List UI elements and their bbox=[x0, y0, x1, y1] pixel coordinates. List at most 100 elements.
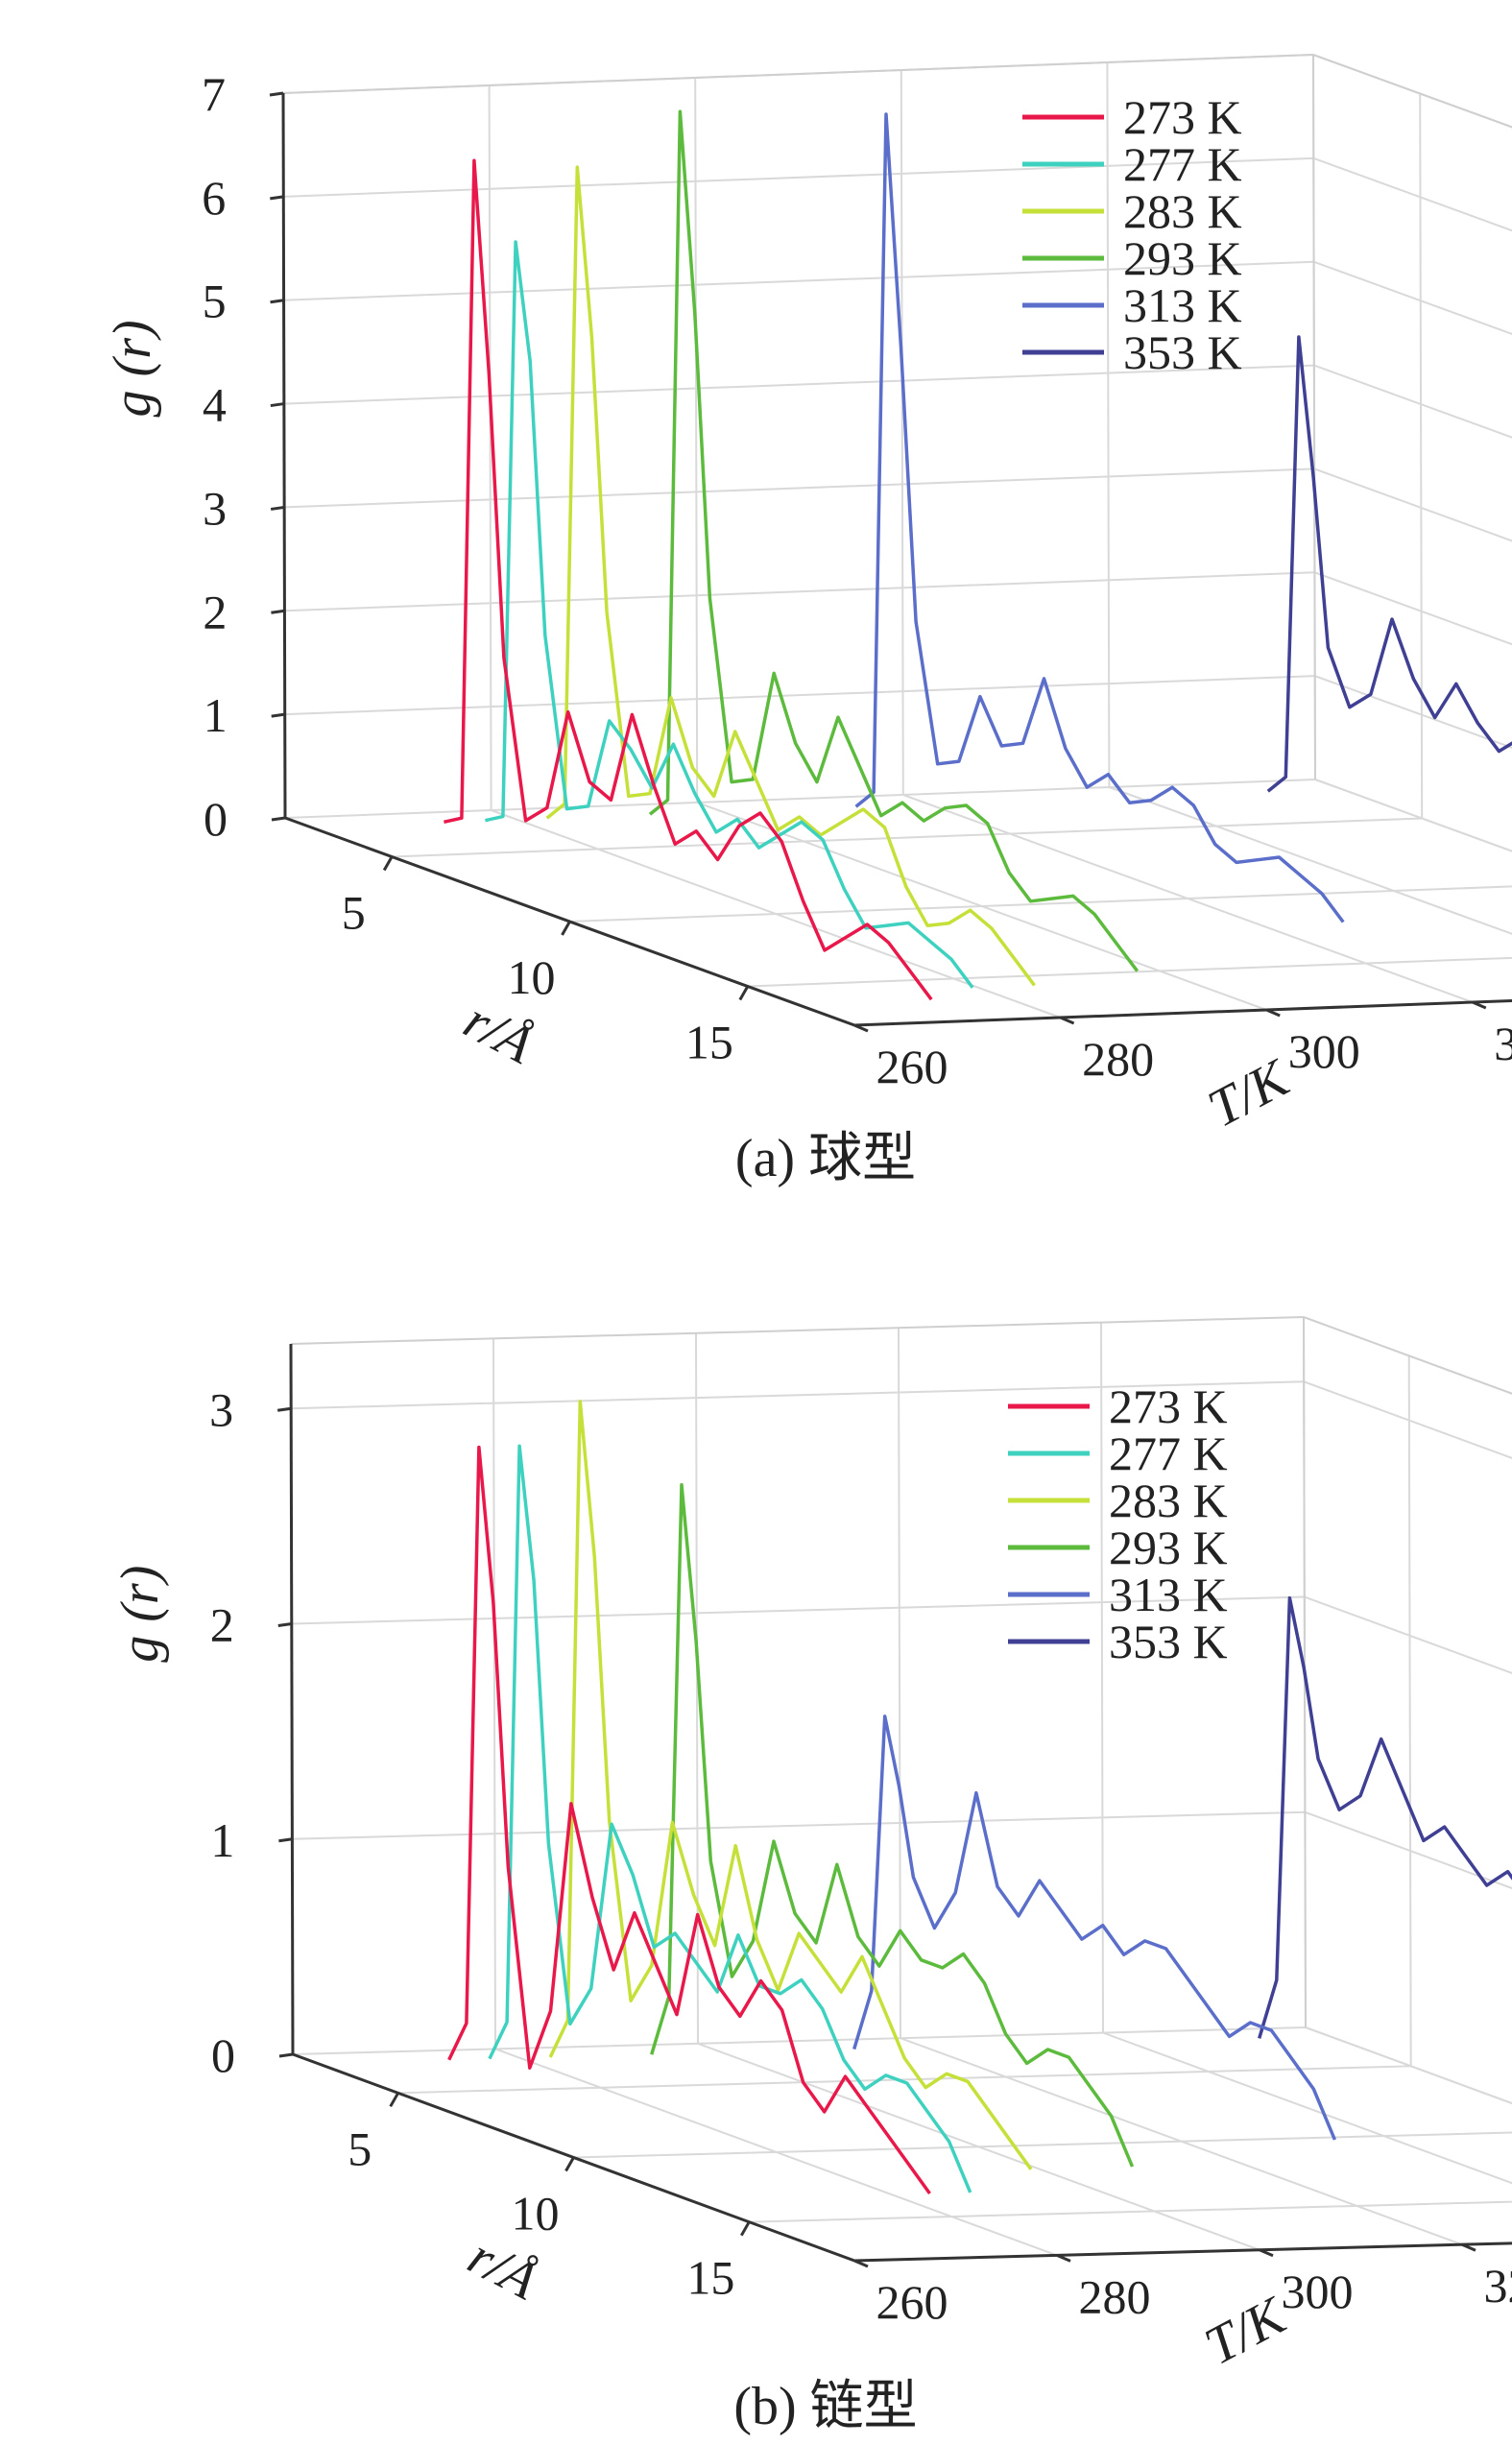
z-tick-label-b-0: 0 bbox=[211, 2028, 235, 2082]
chart-panel-a: (a) 球型 0123456751015260280300320340360g … bbox=[103, 53, 1512, 1188]
box-edge bbox=[1303, 1316, 1512, 1395]
t-tick-mark bbox=[1265, 1008, 1281, 1018]
z-tick-label-a-6: 6 bbox=[202, 171, 226, 225]
z-tick-mark bbox=[278, 2052, 294, 2058]
box-edge bbox=[282, 54, 1314, 94]
r-tick-mark bbox=[382, 855, 394, 872]
series-line-b-273K bbox=[447, 1445, 931, 2195]
t-tick-mark bbox=[853, 2259, 869, 2268]
z-tick-label-a-3: 3 bbox=[203, 481, 227, 535]
z-tick-label-b-2: 2 bbox=[210, 1598, 234, 1652]
z-tick-label-b-3: 3 bbox=[209, 1382, 233, 1436]
series-line-b-293K bbox=[650, 1483, 1135, 2168]
z-tick-label-a-2: 2 bbox=[203, 585, 227, 638]
grid-line-t bbox=[898, 1328, 1463, 2246]
z-tick-label-a-7: 7 bbox=[202, 67, 226, 121]
z-tick-mark bbox=[269, 91, 284, 97]
t-axis bbox=[853, 2241, 1512, 2263]
z-tick-mark bbox=[270, 195, 284, 201]
t-tick-mark bbox=[1056, 2254, 1071, 2263]
grid-line-t bbox=[695, 1332, 1260, 2251]
t-tick-mark bbox=[1060, 1016, 1075, 1025]
series-line-a-277K bbox=[485, 240, 974, 989]
caption-b: (b) 链型 bbox=[733, 2377, 917, 2436]
box-edge bbox=[290, 1316, 1305, 1345]
legend-label-a-273K: 273 K bbox=[1123, 90, 1242, 144]
z-tick-label-b-1: 1 bbox=[210, 1813, 234, 1867]
series-line-b-283K bbox=[548, 1400, 1033, 2170]
legend-label-b-313K: 313 K bbox=[1109, 1568, 1228, 1621]
g-axis bbox=[289, 1343, 295, 2055]
legend-label-b-353K: 353 K bbox=[1109, 1615, 1228, 1668]
t-tick-label-a-280: 280 bbox=[1082, 1032, 1154, 1086]
grid-line-r bbox=[397, 1355, 1412, 2095]
t-tick-mark bbox=[853, 1023, 869, 1033]
grid-line-z bbox=[284, 675, 1512, 749]
grid-line-r bbox=[569, 885, 1512, 923]
r-tick-mark bbox=[389, 2092, 399, 2108]
grid-line-r bbox=[749, 2200, 1512, 2223]
r-tick-label-a-10: 10 bbox=[508, 950, 556, 1004]
legend-label-b-283K: 283 K bbox=[1109, 1474, 1228, 1527]
t-tick-mark bbox=[1472, 1000, 1487, 1010]
t-tick-label-a-300: 300 bbox=[1288, 1024, 1360, 1078]
legend-label-a-313K: 313 K bbox=[1123, 278, 1242, 332]
legend-label-a-293K: 293 K bbox=[1123, 231, 1242, 285]
z-tick-mark bbox=[276, 1406, 292, 1412]
z-axis-label: g (r) bbox=[110, 1566, 170, 1663]
t-tick-label-b-320: 320 bbox=[1484, 2259, 1512, 2313]
t-tick-mark bbox=[1259, 2248, 1274, 2258]
t-axis bbox=[853, 998, 1512, 1027]
grid-line-r bbox=[747, 956, 1512, 988]
grid-line-t bbox=[488, 84, 1061, 1019]
box-edge bbox=[1312, 54, 1316, 780]
r-tick-label-a-15: 15 bbox=[685, 1016, 733, 1069]
legend-label-b-293K: 293 K bbox=[1109, 1521, 1228, 1574]
z-tick-mark bbox=[270, 402, 285, 408]
grid-line-z bbox=[284, 571, 1512, 646]
z-tick-mark bbox=[277, 1622, 293, 1628]
z-tick-label-a-4: 4 bbox=[203, 378, 227, 432]
z-axis-label: g (r) bbox=[103, 320, 162, 417]
z-tick-mark bbox=[271, 609, 285, 614]
t-tick-label-b-300: 300 bbox=[1282, 2265, 1354, 2318]
series-line-a-273K bbox=[444, 158, 933, 1001]
z-tick-label-a-1: 1 bbox=[204, 688, 228, 742]
t-tick-label-b-280: 280 bbox=[1079, 2269, 1151, 2323]
grid-line-r bbox=[573, 2131, 1512, 2159]
series-line-b-277K bbox=[488, 1444, 972, 2193]
t-tick-mark bbox=[1461, 2242, 1476, 2252]
grid-line-r bbox=[392, 93, 1424, 858]
grid-line-t bbox=[1303, 1316, 1512, 2105]
g-axis bbox=[281, 92, 287, 819]
grid-line-t bbox=[1106, 61, 1512, 935]
legend-label-b-277K: 277 K bbox=[1109, 1426, 1228, 1480]
r-tick-label-a-5: 5 bbox=[342, 886, 366, 940]
r-tick-label-b-10: 10 bbox=[512, 2187, 560, 2241]
legend-label-a-277K: 277 K bbox=[1123, 137, 1242, 191]
legend-label-a-353K: 353 K bbox=[1123, 325, 1242, 379]
series-line-b-353K bbox=[1258, 1595, 1512, 2039]
z-tick-mark bbox=[270, 299, 284, 304]
box-edge bbox=[1312, 54, 1512, 129]
series-line-a-353K bbox=[1266, 335, 1512, 793]
grid-line-z bbox=[292, 1810, 1512, 1890]
t-axis-label: T/K bbox=[1199, 1047, 1301, 1139]
r-tick-label-b-5: 5 bbox=[348, 2121, 372, 2175]
grid-line-z bbox=[291, 1380, 1512, 1460]
legend-label-a-283K: 283 K bbox=[1123, 184, 1242, 238]
caption-a: (a) 球型 bbox=[735, 1129, 916, 1188]
grid-line-t bbox=[900, 69, 1474, 1003]
r-tick-mark bbox=[740, 2220, 751, 2237]
grid-line-z bbox=[283, 156, 1512, 232]
series-line-a-283K bbox=[545, 165, 1036, 987]
z-tick-label-a-0: 0 bbox=[204, 792, 228, 846]
legend-label-b-273K: 273 K bbox=[1109, 1379, 1228, 1433]
series-line-a-293K bbox=[648, 109, 1140, 972]
t-tick-label-b-260: 260 bbox=[876, 2275, 948, 2329]
t-tick-label-a-320: 320 bbox=[1494, 1017, 1512, 1070]
r-tick-mark bbox=[561, 921, 571, 936]
z-tick-mark bbox=[271, 712, 285, 718]
r-tick-mark bbox=[564, 2156, 575, 2172]
